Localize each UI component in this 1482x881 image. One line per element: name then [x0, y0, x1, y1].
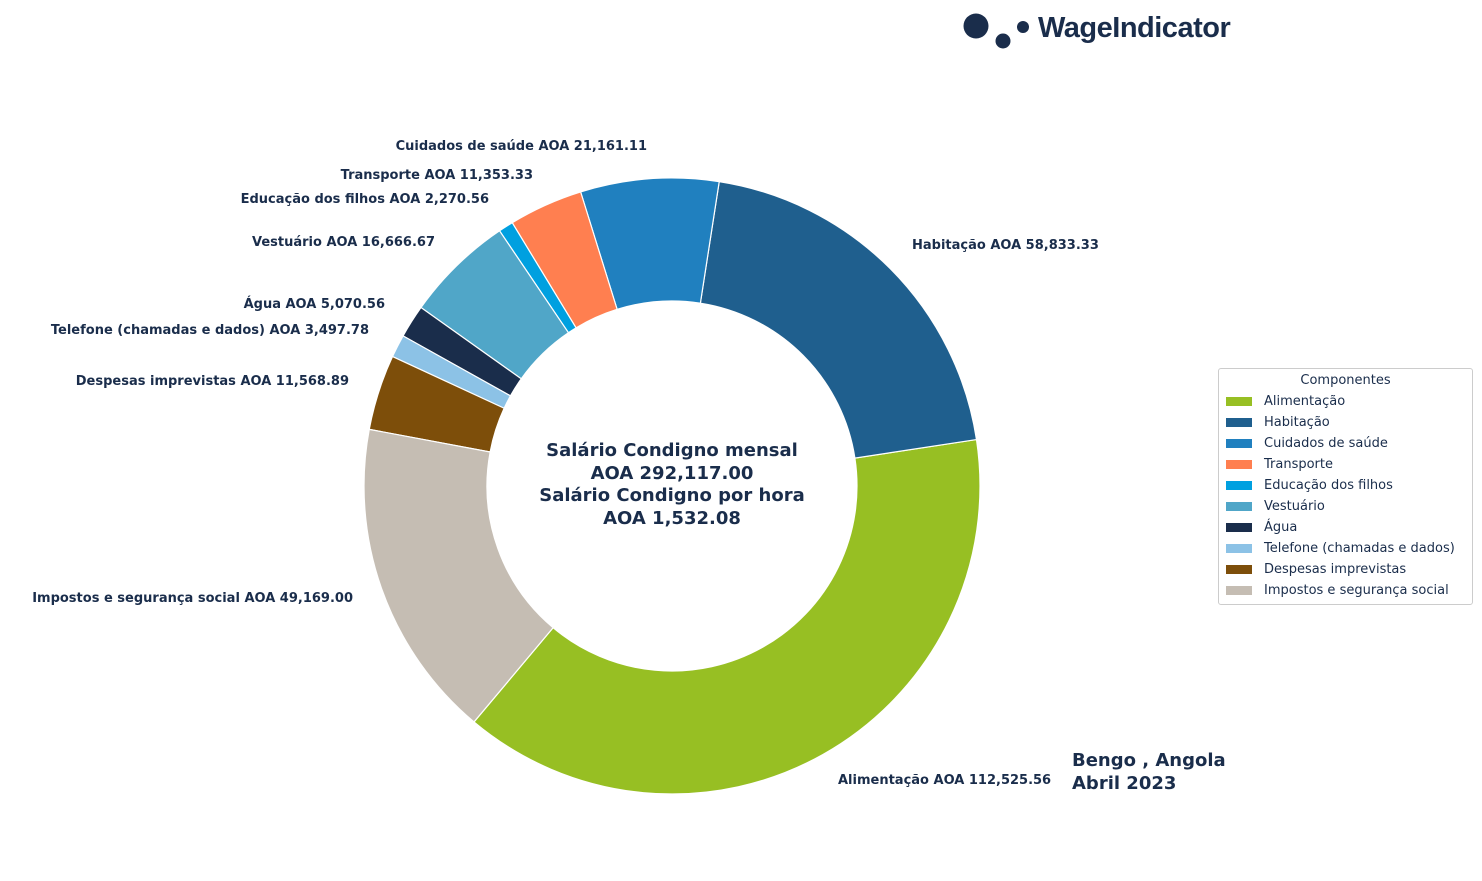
- legend-item: Alimentação: [1219, 391, 1472, 412]
- legend-item: Habitação: [1219, 412, 1472, 433]
- legend-swatch: [1226, 439, 1252, 448]
- legend-item: Despesas imprevistas: [1219, 559, 1472, 580]
- legend-swatch: [1226, 481, 1252, 490]
- wedge-impostos-e-seguranca-social: [363, 428, 554, 723]
- monthly-wage-value: AOA 292,117.00: [590, 462, 754, 484]
- legend-swatch: [1226, 565, 1252, 574]
- location: Bengo , Angola: [1072, 750, 1226, 771]
- data-label-transporte: Transporte AOA 11,353.33: [340, 168, 533, 183]
- legend-item: Educação dos filhos: [1219, 475, 1472, 496]
- legend-label: Despesas imprevistas: [1264, 562, 1407, 577]
- data-label-alimentacao: Alimentação AOA 112,525.56: [838, 773, 1052, 788]
- legend-label: Cuidados de saúde: [1264, 436, 1388, 451]
- data-label-educacao: Educação dos filhos AOA 2,270.56: [240, 192, 489, 207]
- hourly-wage-label: Salário Condigno por hora: [539, 485, 805, 506]
- legend-item: Impostos e segurança social: [1219, 580, 1472, 601]
- legend-swatch: [1226, 418, 1252, 427]
- wedge-habitacao: [699, 180, 978, 459]
- location-date: Bengo , Angola Abril 2023: [1072, 750, 1226, 795]
- wageindicator-logo: [960, 8, 1040, 57]
- legend: Componentes Alimentação Habitação Cuidados…: [1218, 368, 1473, 605]
- legend-label: Habitação: [1264, 415, 1330, 430]
- data-label-vestuario: Vestuário AOA 16,666.67: [251, 235, 435, 250]
- date: Abril 2023: [1072, 772, 1177, 794]
- legend-label: Transporte: [1264, 457, 1333, 472]
- monthly-wage-label: Salário Condigno mensal: [546, 440, 798, 461]
- data-label-cuidados-de-saude: Cuidados de saúde AOA 21,161.11: [395, 139, 647, 154]
- data-label-despesas: Despesas imprevistas AOA 11,568.89: [75, 374, 349, 389]
- legend-swatch: [1226, 586, 1252, 595]
- legend-label: Água: [1264, 520, 1298, 535]
- data-label-impostos: Impostos e segurança social AOA 49,169.0…: [32, 591, 353, 606]
- data-label-agua: Água AOA 5,070.56: [243, 297, 385, 312]
- legend-item: Telefone (chamadas e dados): [1219, 538, 1472, 559]
- logo-text: WageIndicator: [1038, 12, 1231, 44]
- legend-swatch: [1226, 397, 1252, 406]
- wedge-alimentacao: [473, 438, 981, 795]
- hourly-wage-value: AOA 1,532.08: [603, 507, 741, 529]
- data-label-habitacao: Habitação AOA 58,833.33: [912, 238, 1099, 253]
- legend-swatch: [1226, 544, 1252, 553]
- center-summary: Salário Condigno mensal AOA 292,117.00 S…: [522, 440, 822, 530]
- legend-label: Alimentação: [1264, 394, 1346, 409]
- legend-item: Transporte: [1219, 454, 1472, 475]
- legend-item: Vestuário: [1219, 496, 1472, 517]
- legend-swatch: [1226, 502, 1252, 511]
- data-label-telefone: Telefone (chamadas e dados) AOA 3,497.78: [50, 323, 369, 338]
- legend-item: Água: [1219, 517, 1472, 538]
- legend-title: Componentes: [1300, 373, 1391, 388]
- legend-label: Vestuário: [1264, 499, 1325, 514]
- legend-label: Impostos e segurança social: [1264, 583, 1449, 598]
- legend-swatch: [1226, 460, 1252, 469]
- legend-label: Telefone (chamadas e dados): [1264, 541, 1455, 556]
- legend-item: Cuidados de saúde: [1219, 433, 1472, 454]
- legend-swatch: [1226, 523, 1252, 532]
- legend-label: Educação dos filhos: [1264, 478, 1393, 493]
